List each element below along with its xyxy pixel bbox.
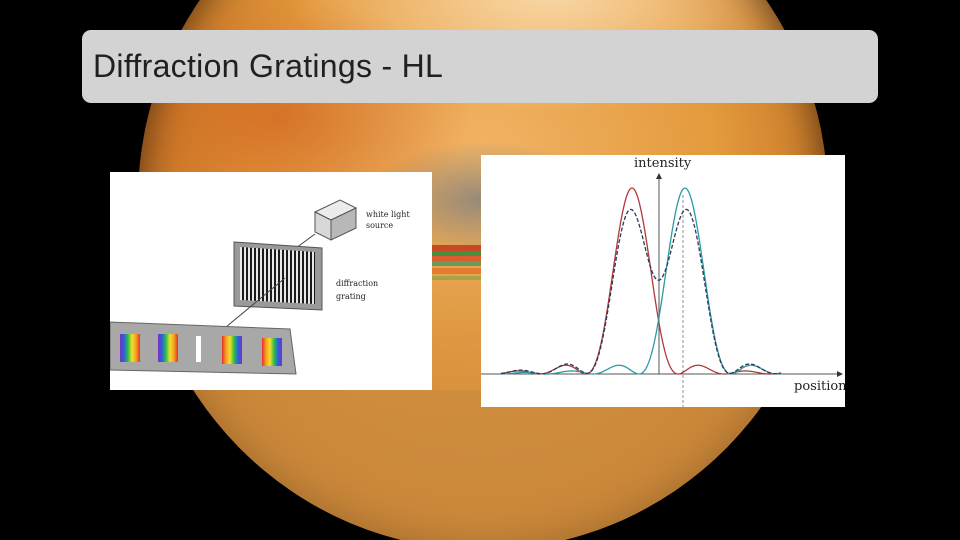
- title-bar: Diffraction Gratings - HL: [82, 30, 878, 103]
- y-axis-arrow: [656, 173, 662, 179]
- source-label-line2: source: [366, 221, 393, 230]
- diffracted-beam: [219, 277, 286, 333]
- right-peak-curve: [500, 187, 782, 375]
- spectrum-band: [222, 336, 242, 364]
- x-axis-arrow: [837, 371, 843, 377]
- slide-title: Diffraction Gratings - HL: [93, 48, 444, 84]
- light-source-box: [313, 199, 358, 241]
- intensity-plot: intensity position: [481, 156, 847, 407]
- grating-label-line2: grating: [336, 292, 366, 301]
- spectrum-screen: [109, 321, 297, 375]
- source-label-line1: white light: [366, 210, 410, 219]
- light-beam: [295, 233, 316, 249]
- grating-illustration: white light source diffraction grating: [109, 199, 410, 375]
- central-white-band: [196, 336, 201, 362]
- grating-panel: [233, 241, 323, 311]
- combined-intensity-curve: [500, 208, 782, 375]
- diffraction-grating-figure: white light source diffraction grating: [109, 172, 432, 390]
- spectrum-band: [120, 334, 140, 362]
- grating-label-line1: diffraction: [336, 279, 378, 288]
- spectrum-band: [158, 334, 178, 362]
- spectrum-band: [262, 338, 282, 366]
- intensity-plot-figure: intensity position: [481, 155, 847, 407]
- y-axis-label: intensity: [634, 156, 692, 171]
- left-peak-curve: [500, 187, 782, 375]
- x-axis-label: position: [794, 379, 845, 394]
